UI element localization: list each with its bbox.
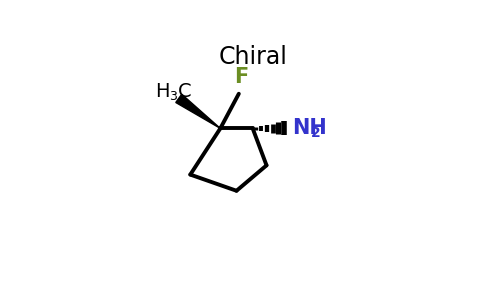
Text: 3: 3: [169, 90, 177, 103]
Text: Chiral: Chiral: [218, 45, 287, 69]
Polygon shape: [176, 94, 220, 128]
Text: H: H: [155, 82, 169, 101]
Text: F: F: [234, 67, 248, 87]
Text: C: C: [178, 82, 191, 101]
Text: NH: NH: [292, 118, 327, 138]
Text: 2: 2: [311, 127, 320, 140]
